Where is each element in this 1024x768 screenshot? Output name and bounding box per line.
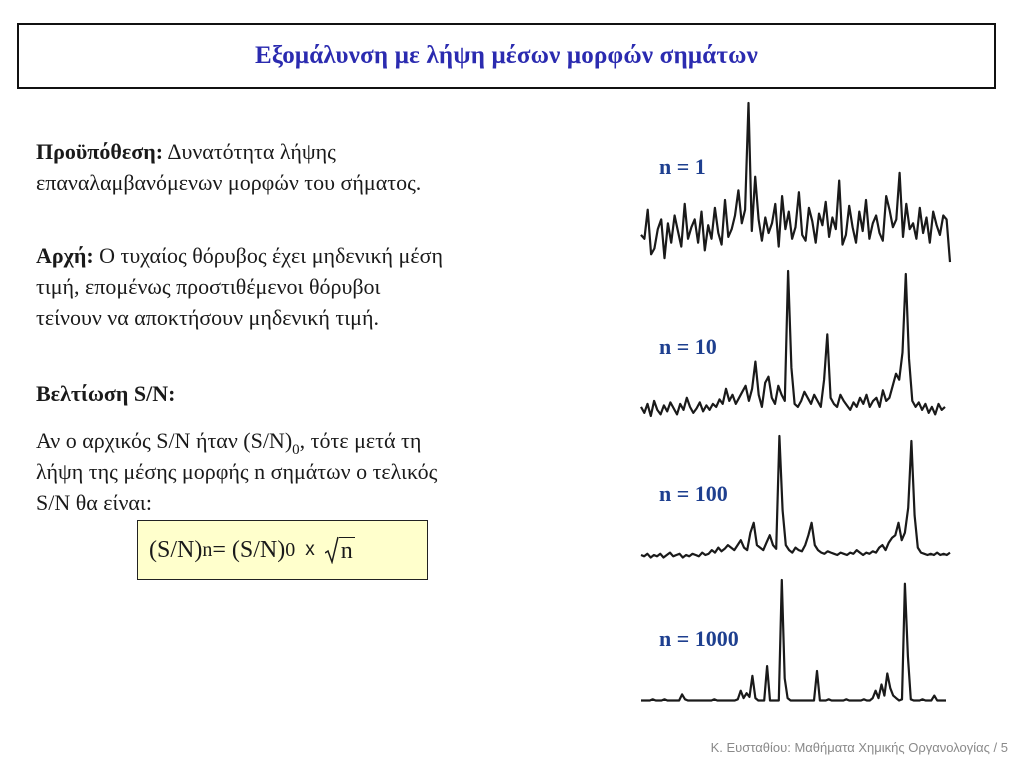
trace-label-n1000: n = 1000: [659, 626, 739, 651]
prerequisite-paragraph: Προϋπόθεση: Δυνατότητα λήψης επαναλαμβαν…: [36, 136, 516, 198]
improvement-paragraph: Αν ο αρχικός S/N ήταν (S/N)0, τότε μετά …: [36, 425, 516, 518]
improvement-heading-block: Βελτίωση S/N:: [36, 378, 516, 409]
formula-equals: = (S/N): [212, 536, 286, 563]
square-root-icon: [324, 536, 339, 564]
formula-lhs: (S/N): [149, 536, 203, 563]
principle-line3: τείνουν να αποκτήσουν μηδενική τιμή.: [36, 305, 379, 330]
square-root: n: [324, 536, 355, 564]
prerequisite-label: Προϋπόθεση:: [36, 139, 164, 164]
formula-box: (S/N) n = (S/N) 0 x n: [137, 520, 428, 580]
trace-n1: [640, 101, 952, 263]
trace-label-n10: n = 10: [659, 334, 717, 359]
prerequisite-line1: Δυνατότητα λήψης: [163, 139, 336, 164]
trace-label-n1: n = 1: [659, 154, 706, 179]
improvement-subscript-zero: 0: [292, 442, 300, 458]
title-box: Εξομάλυνση με λήψη μέσων μορφών σημάτων: [17, 23, 996, 89]
improvement-line1-part2: , τότε μετά τη: [299, 428, 422, 453]
improvement-line3: S/N θα είναι:: [36, 490, 152, 515]
improvement-line1-part1: Αν ο αρχικός S/N ήταν (S/N): [36, 428, 293, 453]
improvement-heading: Βελτίωση S/N:: [36, 381, 176, 406]
slide-title: Εξομάλυνση με λήψη μέσων μορφών σημάτων: [255, 42, 758, 69]
principle-paragraph: Αρχή: Ο τυχαίος θόρυβος έχει μηδενική μέ…: [36, 240, 516, 333]
prerequisite-line2: επαναλαμβανόμενων μορφών του σήματος.: [36, 170, 422, 195]
formula-radicand: n: [338, 537, 355, 564]
principle-line1: Ο τυχαίος θόρυβος έχει μηδενική μέση: [93, 243, 443, 268]
footer-text: Κ. Ευσταθίου: Μαθήματα Χημικής Οργανολογ…: [710, 740, 1008, 755]
formula-times-sign: x: [305, 539, 315, 560]
principle-label: Αρχή:: [36, 243, 94, 268]
principle-line2: τιμή, επομένως προστιθέμενοι θόρυβοι: [36, 274, 381, 299]
trace-label-n100: n = 100: [659, 481, 728, 506]
improvement-line2: λήψη της μέσης μορφής n σημάτων ο τελικό…: [36, 459, 438, 484]
